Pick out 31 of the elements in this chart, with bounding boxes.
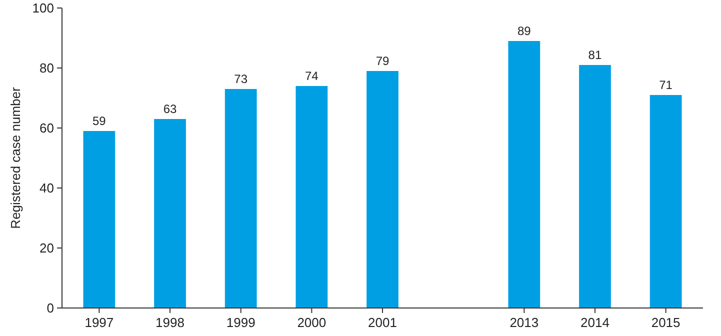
data-label: 74 (304, 69, 319, 83)
x-tick-label: 1998 (156, 315, 184, 330)
bar (224, 89, 257, 308)
y-tick-label: 100 (32, 0, 54, 16)
x-tick-label: 2013 (510, 315, 539, 330)
x-tick-label: 2001 (368, 315, 397, 330)
data-label: 59 (92, 114, 106, 128)
bar (650, 95, 682, 308)
bar (579, 65, 611, 308)
y-tick-label: 80 (40, 60, 54, 76)
bar (154, 119, 186, 308)
x-tick-label: 2000 (297, 315, 326, 330)
bar (508, 41, 540, 308)
x-tick-label: 2014 (580, 315, 610, 330)
data-label: 63 (163, 102, 178, 116)
data-label: 73 (234, 72, 248, 86)
x-tick-label: 1999 (226, 315, 256, 330)
bar (83, 131, 116, 308)
data-label: 81 (588, 48, 602, 62)
y-tick-label: 40 (40, 180, 54, 196)
bar (366, 71, 398, 308)
y-tick-label: 0 (46, 300, 54, 316)
data-label: 79 (376, 54, 390, 68)
bar (296, 86, 328, 308)
x-tick-label: 2015 (651, 315, 680, 330)
data-label: 89 (517, 24, 532, 38)
y-tick-label: 60 (40, 120, 54, 136)
x-tick-label: 1997 (84, 315, 114, 330)
data-label: 71 (659, 78, 673, 92)
y-axis-title: Registered case number (8, 86, 23, 229)
y-tick-label: 20 (40, 240, 54, 256)
